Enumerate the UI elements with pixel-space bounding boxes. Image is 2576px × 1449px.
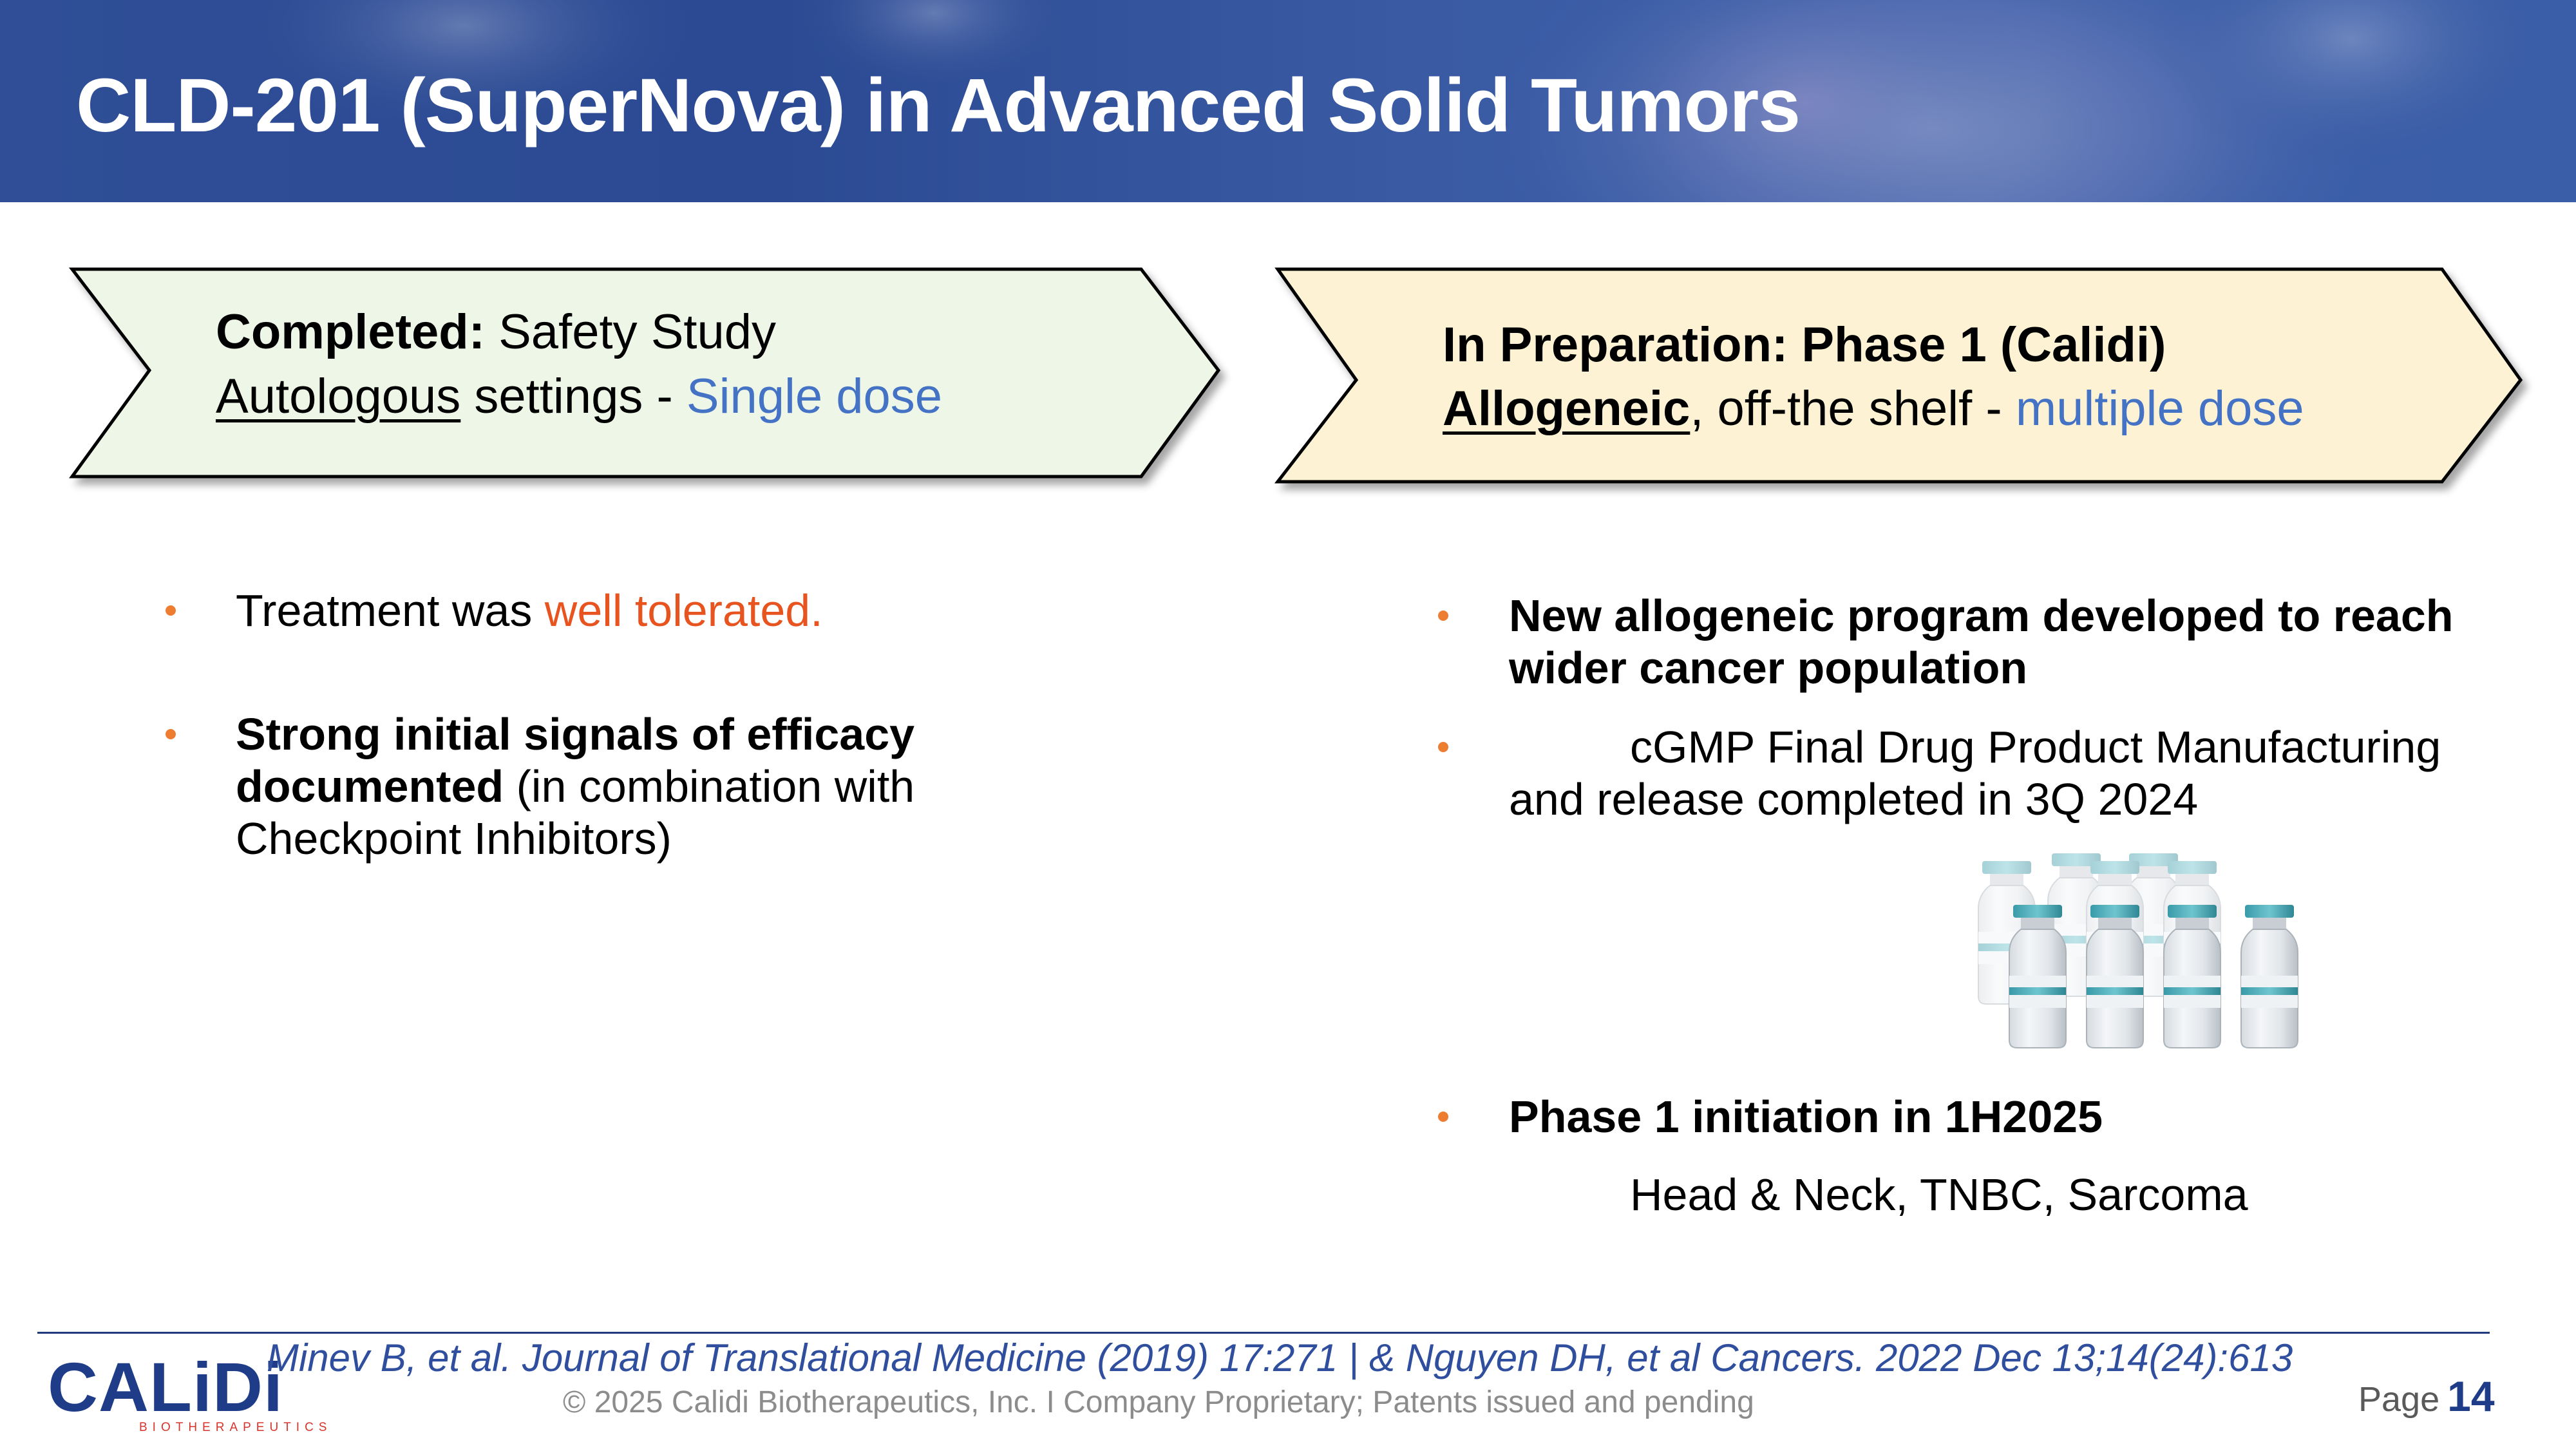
page-label: Page	[2358, 1380, 2440, 1419]
logo-subtitle: BIOTHERAPEUTICS	[139, 1421, 332, 1434]
page-title: CLD-201 (SuperNova) in Advanced Solid Tu…	[76, 63, 1801, 148]
right-box-line-1: In Preparation: Phase 1 (Calidi)	[1443, 317, 2166, 372]
left-box-line-1: Completed: Safety Study	[216, 305, 777, 359]
header-band: CLD-201 (SuperNova) in Advanced Solid Tu…	[0, 0, 2576, 202]
bullet-dot	[1438, 1112, 1448, 1122]
right-bullet-2-line-2: and release completed in 3Q 2024	[1509, 774, 2199, 824]
bullet-dot	[1438, 611, 1448, 621]
copyright-text: © 2025 Calidi Biotherapeutics, Inc. I Co…	[563, 1385, 1754, 1419]
left-box-line-2: Autologous settings - Single dose	[216, 369, 943, 424]
page-number: Page 14	[2358, 1372, 2495, 1421]
right-bullet-3-line-2: Head & Neck, TNBC, Sarcoma	[1630, 1170, 2248, 1220]
left-bullet-1: Treatment was well tolerated.	[236, 585, 823, 636]
calidi-logo: CALiDi BIOTHERAPEUTICS	[48, 1352, 332, 1435]
left-bullet-2-line-1: Strong initial signals of efficacy	[236, 709, 915, 759]
left-bullet-2-line-2: documented (in combination with	[236, 761, 915, 811]
left-bullet-2-line-3: Checkpoint Inhibitors)	[236, 813, 672, 864]
right-bullet-2-line-1: cGMP Final Drug Product Manufacturing	[1630, 722, 2441, 772]
citation-text: Minev B, et al. Journal of Translational…	[267, 1336, 2293, 1379]
vials-illustration-icon	[1978, 853, 2298, 1048]
bullet-dot	[166, 729, 176, 739]
page-number-value: 14	[2447, 1372, 2495, 1420]
right-bullet-1-line-1: New allogeneic program developed to reac…	[1509, 591, 2454, 641]
left-chevron-box	[68, 267, 1221, 478]
right-bullet-1-line-2: wider cancer population	[1509, 643, 2028, 693]
footer-divider	[37, 1332, 2490, 1334]
right-chevron-box	[1274, 267, 2523, 484]
bullet-dot	[1438, 742, 1448, 752]
right-box-line-2: Allogeneic, off-the shelf - multiple dos…	[1443, 381, 2304, 436]
right-bullet-3-line-1: Phase 1 initiation in 1H2025	[1509, 1092, 2103, 1142]
logo-wordmark: CALiDi	[48, 1348, 283, 1426]
header-background-image	[232, 0, 2557, 202]
bullet-dot	[166, 605, 176, 616]
